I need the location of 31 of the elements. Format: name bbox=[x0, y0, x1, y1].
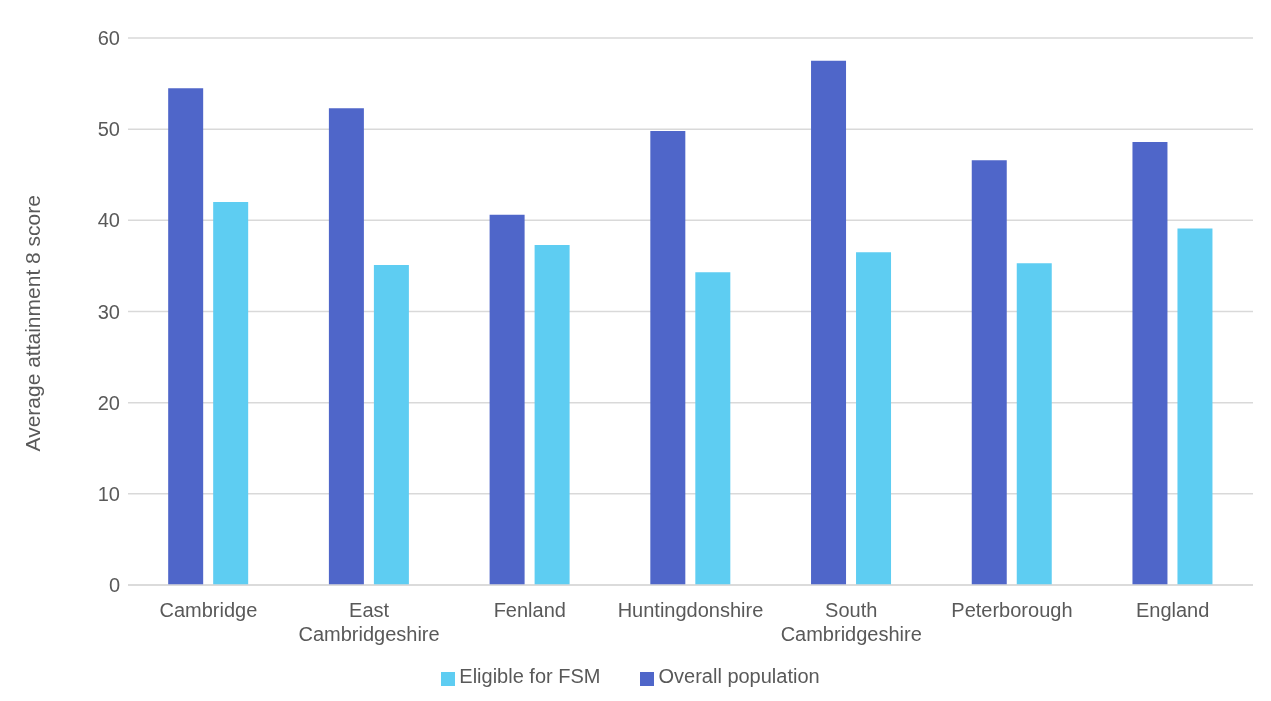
bar bbox=[1132, 141, 1168, 585]
bar bbox=[856, 252, 892, 585]
y-tick-label: 0 bbox=[108, 574, 120, 597]
bar bbox=[489, 214, 525, 585]
x-tick-label: East Cambridgeshire bbox=[298, 599, 440, 645]
bar bbox=[1177, 228, 1213, 585]
x-tick-label: Peterborough bbox=[951, 599, 1073, 621]
y-tick-label: 60 bbox=[97, 27, 120, 50]
y-tick-label: 40 bbox=[97, 209, 120, 232]
x-tick-label: Cambridge bbox=[159, 599, 258, 621]
bar bbox=[971, 160, 1007, 585]
bar bbox=[650, 130, 686, 585]
y-tick-label: 50 bbox=[97, 118, 120, 141]
bar bbox=[1016, 263, 1052, 585]
legend-label: Overall population bbox=[658, 665, 820, 687]
x-tick-label: Fenland bbox=[493, 599, 566, 621]
y-tick-label: 30 bbox=[97, 300, 120, 323]
y-tick-label: 20 bbox=[97, 391, 120, 414]
x-tick-label: England bbox=[1135, 599, 1210, 621]
bar bbox=[373, 265, 409, 585]
y-tick-label: 10 bbox=[97, 482, 120, 505]
bar bbox=[534, 244, 570, 585]
x-tick-label: Huntingdonshire bbox=[617, 599, 764, 621]
bar bbox=[328, 108, 364, 585]
bar bbox=[213, 202, 249, 585]
bar bbox=[695, 272, 731, 585]
y-axis-title: Average attainment 8 score bbox=[21, 195, 45, 452]
bar bbox=[811, 60, 847, 585]
x-tick-label: South Cambridgeshire bbox=[780, 599, 922, 645]
bar bbox=[168, 88, 204, 585]
legend-label: Eligible for FSM bbox=[459, 665, 601, 687]
